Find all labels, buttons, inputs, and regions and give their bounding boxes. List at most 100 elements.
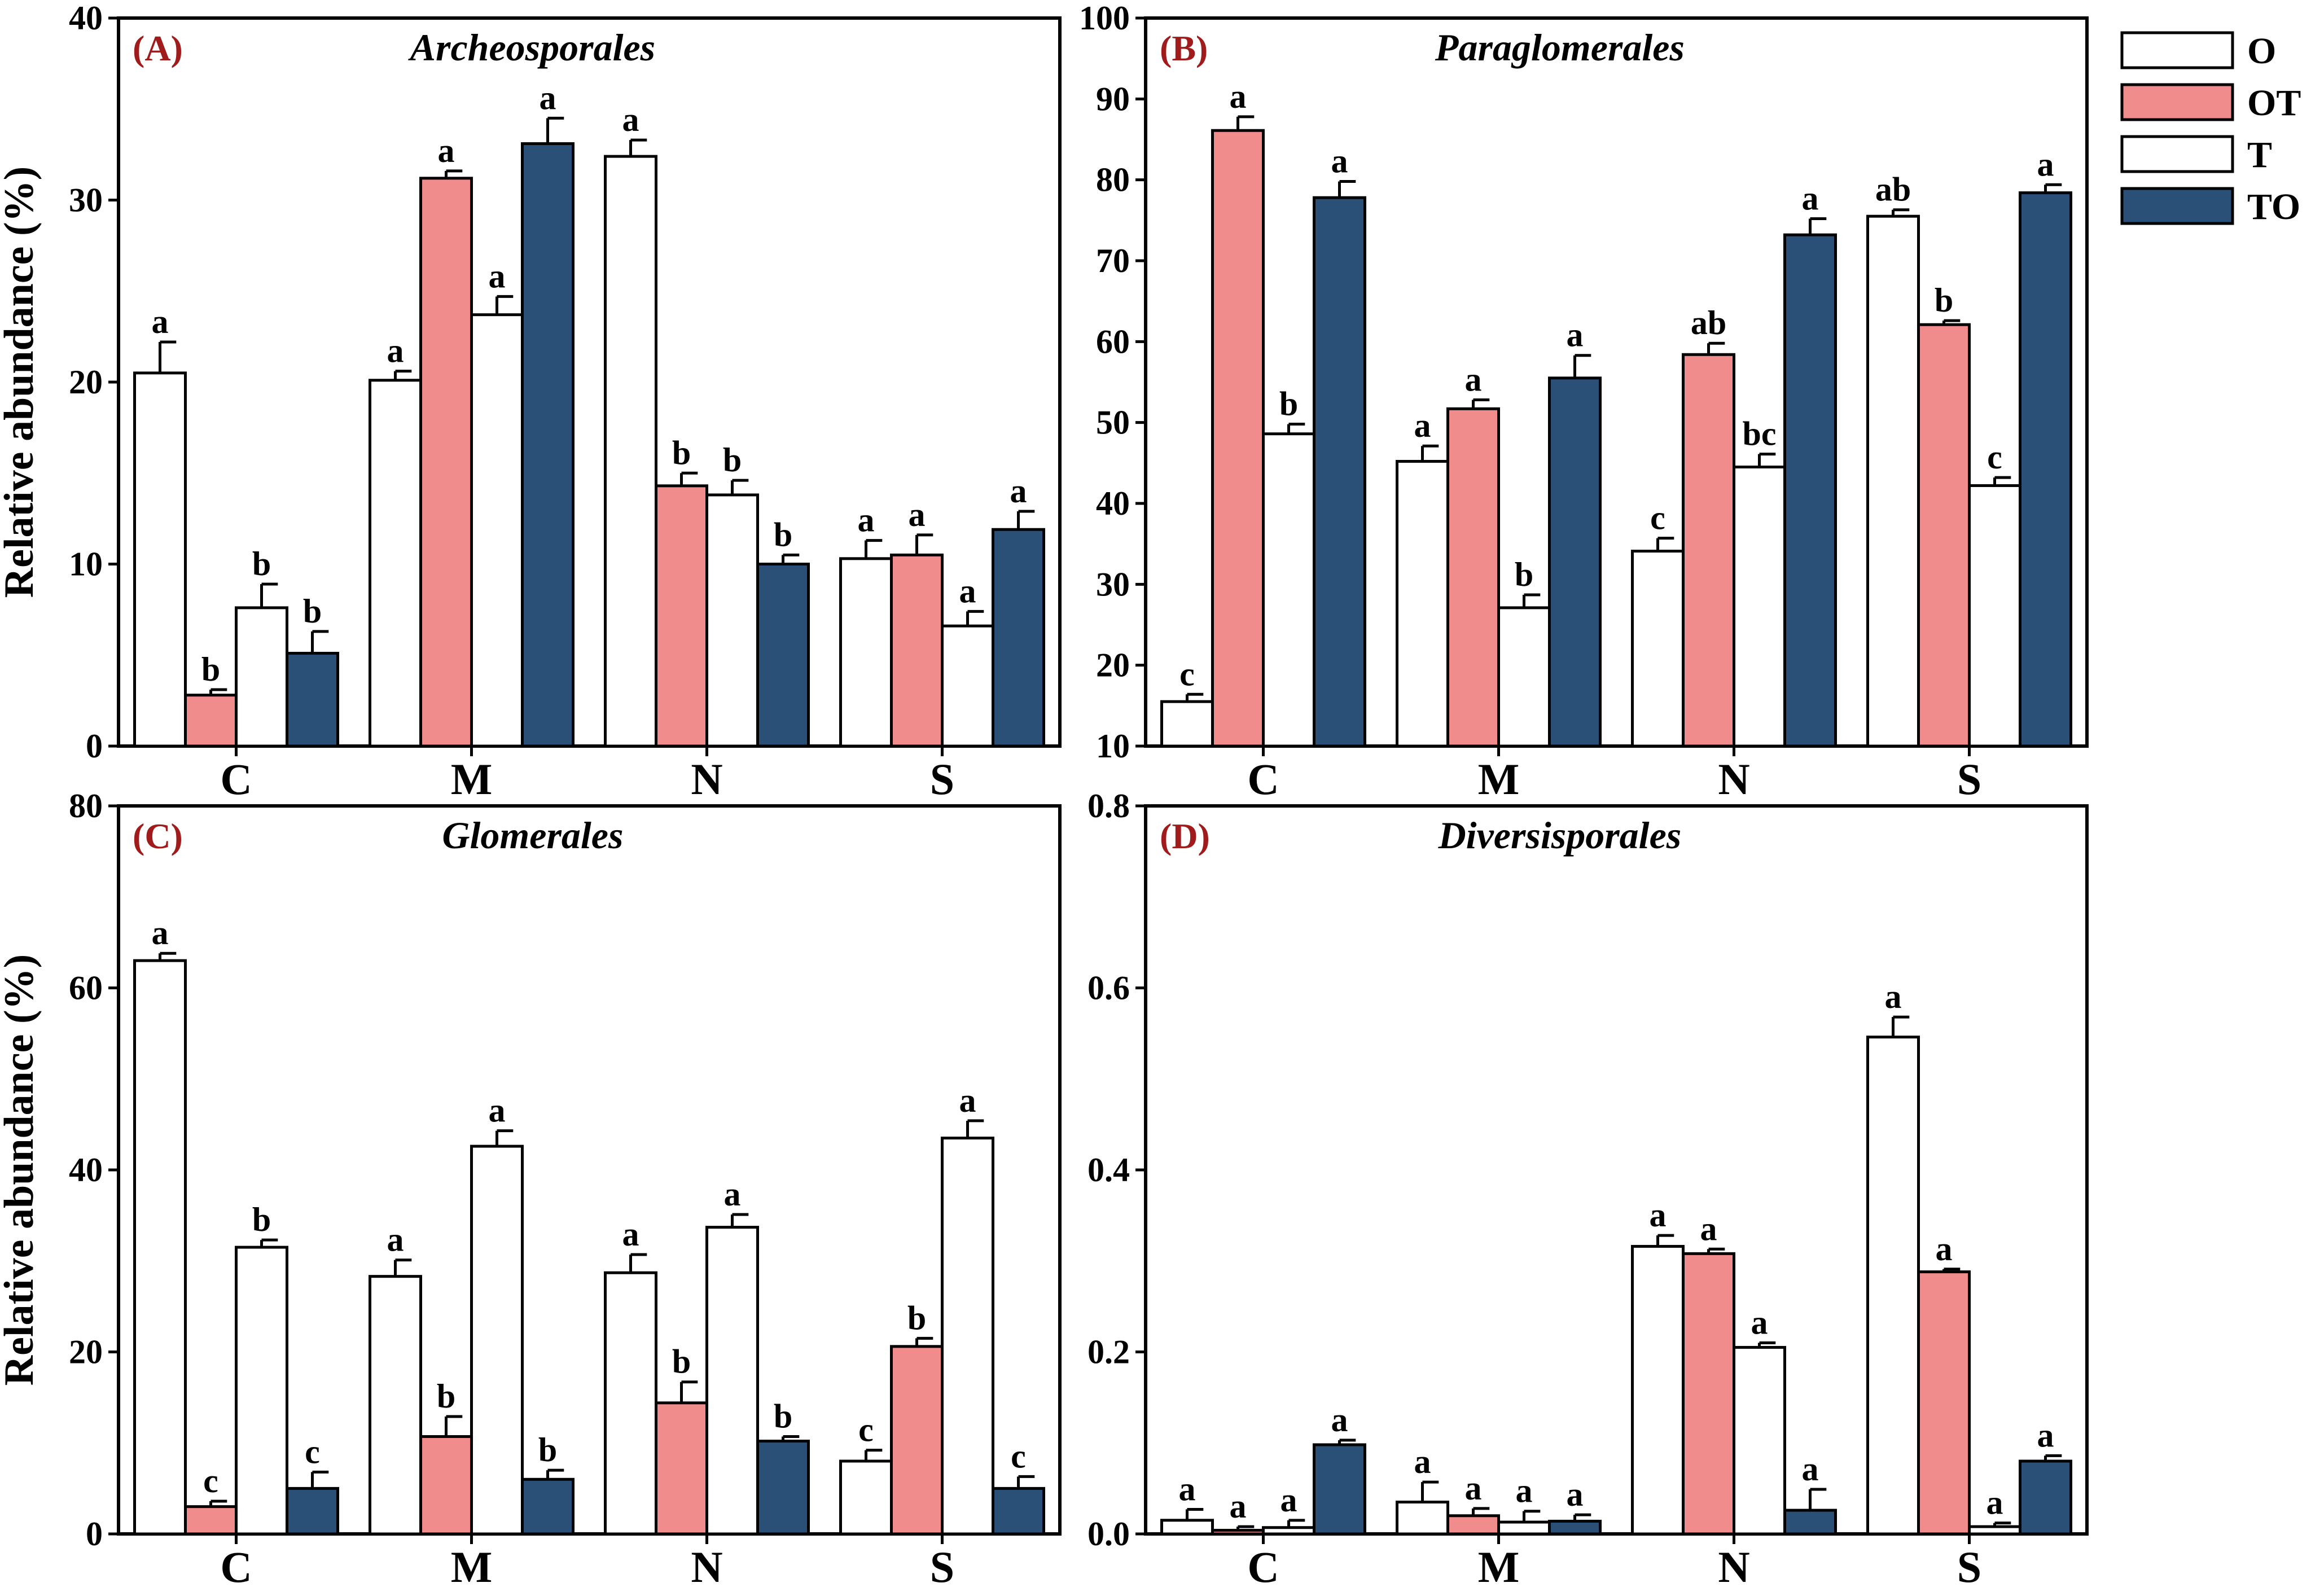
bar-TO-M: [521, 142, 575, 748]
legend: O OT T TO: [2120, 30, 2301, 227]
bar-TO-N: [1783, 1509, 1837, 1536]
significance-letter: a: [540, 79, 556, 116]
significance-letter: a: [1465, 361, 1482, 398]
significance-letter: a: [909, 496, 926, 533]
bar-T-S: [941, 624, 994, 748]
y-tick-label: 0: [86, 727, 103, 765]
significance-letter: a: [387, 332, 404, 370]
bar-O-C: [133, 371, 187, 748]
y-tick-label: 10: [69, 546, 103, 583]
y-tick-label: 30: [1096, 565, 1130, 603]
y-tick-label: 80: [1096, 161, 1130, 199]
significance-letter: a: [152, 303, 169, 340]
category-label: C: [1247, 755, 1279, 804]
significance-letter: b: [252, 1201, 271, 1238]
bar-T-N: [1733, 1345, 1786, 1536]
category-label: S: [1957, 1542, 1981, 1591]
bar-OT-S: [890, 1345, 944, 1536]
significance-letter: a: [1414, 407, 1431, 444]
significance-letter: a: [489, 257, 506, 295]
legend-label: T: [2247, 134, 2272, 176]
significance-letter: a: [1751, 1304, 1768, 1341]
y-tick-label: 30: [69, 182, 103, 219]
chart-panel-1: 0 10 20 30 40 Relative abundance (%) (A) Archeo…: [0, 0, 1062, 804]
significance-letter: a: [1987, 1484, 2003, 1522]
significance-letter: a: [2037, 1417, 2054, 1454]
significance-letter: a: [724, 1176, 741, 1213]
bar-OT-N: [1682, 353, 1735, 748]
significance-letter: b: [201, 651, 220, 688]
y-tick-label: 20: [1096, 647, 1130, 684]
bar-O-S: [1866, 214, 1920, 748]
bar-TO-N: [756, 563, 810, 748]
significance-letter: a: [622, 1216, 639, 1253]
y-tick-label: 60: [1096, 323, 1130, 360]
bar-TO-C: [286, 652, 339, 748]
panel-title: Paraglomerales: [1435, 26, 1685, 69]
significance-letter: b: [252, 545, 271, 582]
bar-T-N: [705, 1226, 759, 1536]
bar-TO-M: [521, 1477, 575, 1536]
bar-T-M: [470, 313, 524, 748]
bar-T-S: [941, 1137, 994, 1536]
significance-letter: bc: [1743, 415, 1777, 453]
category-label: C: [220, 1542, 252, 1591]
category-label: C: [1247, 1542, 1279, 1591]
bar-TO-S: [992, 528, 1045, 748]
significance-letter: a: [1414, 1443, 1431, 1480]
significance-letter: c: [1650, 499, 1665, 537]
significance-letter: c: [1011, 1437, 1026, 1475]
significance-letter: c: [305, 1433, 320, 1470]
bar-TO-S: [2019, 191, 2072, 748]
bar-OT-C: [184, 694, 238, 748]
y-tick-label: 70: [1096, 242, 1130, 279]
bar-OT-M: [419, 1435, 473, 1536]
category-label: N: [691, 755, 722, 804]
category-label: S: [1957, 755, 1981, 804]
y-tick-label: 20: [69, 1334, 103, 1371]
significance-letter: b: [907, 1299, 926, 1336]
significance-letter: a: [438, 132, 455, 169]
chart-panel-2: 10 20 30 40 50 60 70 80 90 100 (B) Paraglomerales Cc…: [1079, 0, 2089, 804]
y-tick-label: 20: [69, 363, 103, 401]
legend-label: OT: [2247, 82, 2301, 124]
category-label: M: [451, 1542, 493, 1591]
significance-letter: a: [489, 1092, 506, 1129]
significance-letter: b: [672, 1343, 691, 1380]
significance-letter: b: [303, 593, 322, 630]
category-label: S: [930, 1542, 954, 1591]
y-tick-label: 10: [1096, 727, 1130, 765]
significance-letter: ab: [1691, 304, 1726, 341]
significance-letter: a: [1650, 1196, 1667, 1234]
panel-tag: (A): [133, 28, 183, 68]
significance-letter: b: [672, 434, 691, 471]
significance-letter: a: [1331, 143, 1348, 180]
category-label: C: [220, 755, 252, 804]
bar-T-C: [235, 1246, 288, 1536]
significance-letter: ab: [1875, 171, 1911, 208]
significance-letter: a: [1885, 978, 1902, 1015]
bar-T-M: [1497, 606, 1551, 748]
bar-OT-S: [1917, 323, 1971, 748]
significance-letter: a: [1281, 1481, 1297, 1519]
bar-T-S: [1968, 1525, 2021, 1536]
significance-letter: b: [1279, 385, 1298, 423]
bar-OT-C: [1211, 129, 1265, 748]
significance-letter: c: [858, 1411, 874, 1449]
bar-O-C: [1160, 1519, 1214, 1536]
significance-letter: a: [858, 502, 875, 539]
bar-OT-N: [655, 1401, 708, 1536]
significance-letter: a: [959, 1082, 976, 1119]
significance-letter: a: [1010, 472, 1027, 510]
panels: 0 10 20 30 40 Relative abundance (%) (A) Archeo…: [0, 0, 2089, 1591]
significance-letter: a: [1936, 1230, 1953, 1268]
y-tick-label: 0.4: [1087, 1151, 1130, 1189]
chart-panel-3: 0 20 40 60 80 Relative abundance (%) (C) Glomer…: [0, 787, 1062, 1591]
bar-O-C: [133, 959, 187, 1536]
panel-title: Archeosporales: [408, 26, 655, 69]
y-tick-label: 40: [69, 1151, 103, 1189]
bar-T-C: [1262, 1526, 1315, 1536]
significance-letter: a: [1567, 317, 1584, 354]
y-tick-label: 40: [69, 0, 103, 37]
